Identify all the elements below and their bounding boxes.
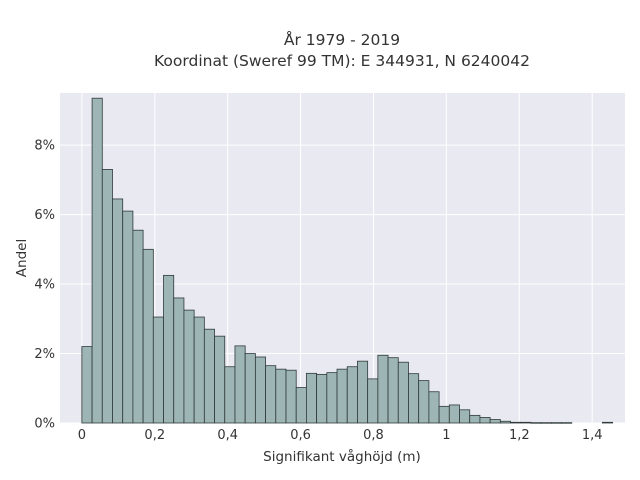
y-tick-label: 0% (34, 417, 55, 432)
histogram-bar (550, 422, 562, 424)
y-tick-label: 8% (34, 139, 55, 154)
histogram-bar (163, 274, 175, 424)
x-axis-title: Signifikant våghöjd (m) (263, 448, 421, 465)
x-tick-label: 0,4 (217, 428, 238, 443)
histogram-bar (203, 328, 215, 424)
histogram-bar (234, 345, 246, 424)
histogram-bar (214, 335, 226, 424)
histogram-bar (408, 373, 420, 424)
histogram-bar (254, 356, 266, 424)
histogram-bar (459, 409, 471, 424)
y-axis-title: Andel (14, 239, 30, 277)
histogram-bar (489, 419, 501, 424)
histogram-bar (265, 365, 277, 424)
x-tick-label: 0,8 (363, 428, 384, 443)
x-tick-label: 1 (442, 428, 450, 443)
histogram-bar (561, 422, 573, 424)
histogram-bar (326, 372, 338, 424)
histogram-bar (306, 372, 318, 424)
histogram-bar (101, 169, 113, 424)
x-tick-label: 0,6 (290, 428, 311, 443)
x-tick-label: 1,2 (509, 428, 530, 443)
histogram-bar (295, 387, 307, 424)
histogram-bar (367, 378, 379, 424)
histogram-bar (357, 360, 369, 424)
histogram-bar (479, 417, 491, 424)
histogram-bar (448, 404, 460, 424)
histogram-bar (112, 198, 124, 424)
histogram-bar (387, 357, 399, 424)
histogram-bar (540, 422, 552, 424)
histogram-bar (469, 414, 481, 424)
histogram-bar (285, 369, 297, 424)
histogram-bar (244, 353, 256, 424)
histogram-bar (438, 405, 450, 424)
histogram-bar (132, 229, 144, 424)
histogram-bar (530, 422, 542, 424)
y-axis-ticks: 0% 2% 4% 6% 8% (34, 139, 55, 432)
histogram-bar (499, 420, 511, 424)
histogram-bar (122, 210, 134, 424)
histogram-bars (81, 97, 614, 424)
histogram-bar (418, 380, 430, 424)
histogram-bar (152, 316, 164, 424)
x-axis-ticks: 0 0,2 0,4 0,6 0,8 1 1,2 1,4 (78, 428, 603, 443)
histogram-bar (428, 391, 440, 424)
y-tick-label: 2% (34, 347, 55, 362)
histogram-bar (346, 366, 358, 424)
histogram-bar (336, 368, 348, 424)
y-tick-label: 4% (34, 278, 55, 293)
x-tick-label: 0 (78, 428, 86, 443)
histogram-bar (91, 97, 103, 424)
y-tick-label: 6% (34, 208, 55, 223)
histogram-bar (510, 421, 522, 424)
histogram-bar (183, 309, 195, 424)
x-tick-label: 1,4 (582, 428, 603, 443)
x-tick-label: 0,2 (144, 428, 165, 443)
histogram-bar (377, 354, 389, 424)
histogram-bar (520, 421, 532, 424)
histogram-bar (173, 297, 185, 424)
histogram-bar (316, 373, 328, 424)
histogram-bar (397, 361, 409, 424)
histogram-bar (224, 366, 236, 424)
chart-title-line-2: Koordinat (Sweref 99 TM): E 344931, N 62… (154, 52, 530, 70)
histogram-bar (193, 316, 205, 424)
histogram-bar (602, 421, 614, 424)
histogram-bar (275, 368, 287, 424)
histogram-bar (142, 248, 154, 424)
chart-title-line-1: År 1979 - 2019 (284, 30, 400, 49)
histogram-bar (81, 346, 93, 424)
